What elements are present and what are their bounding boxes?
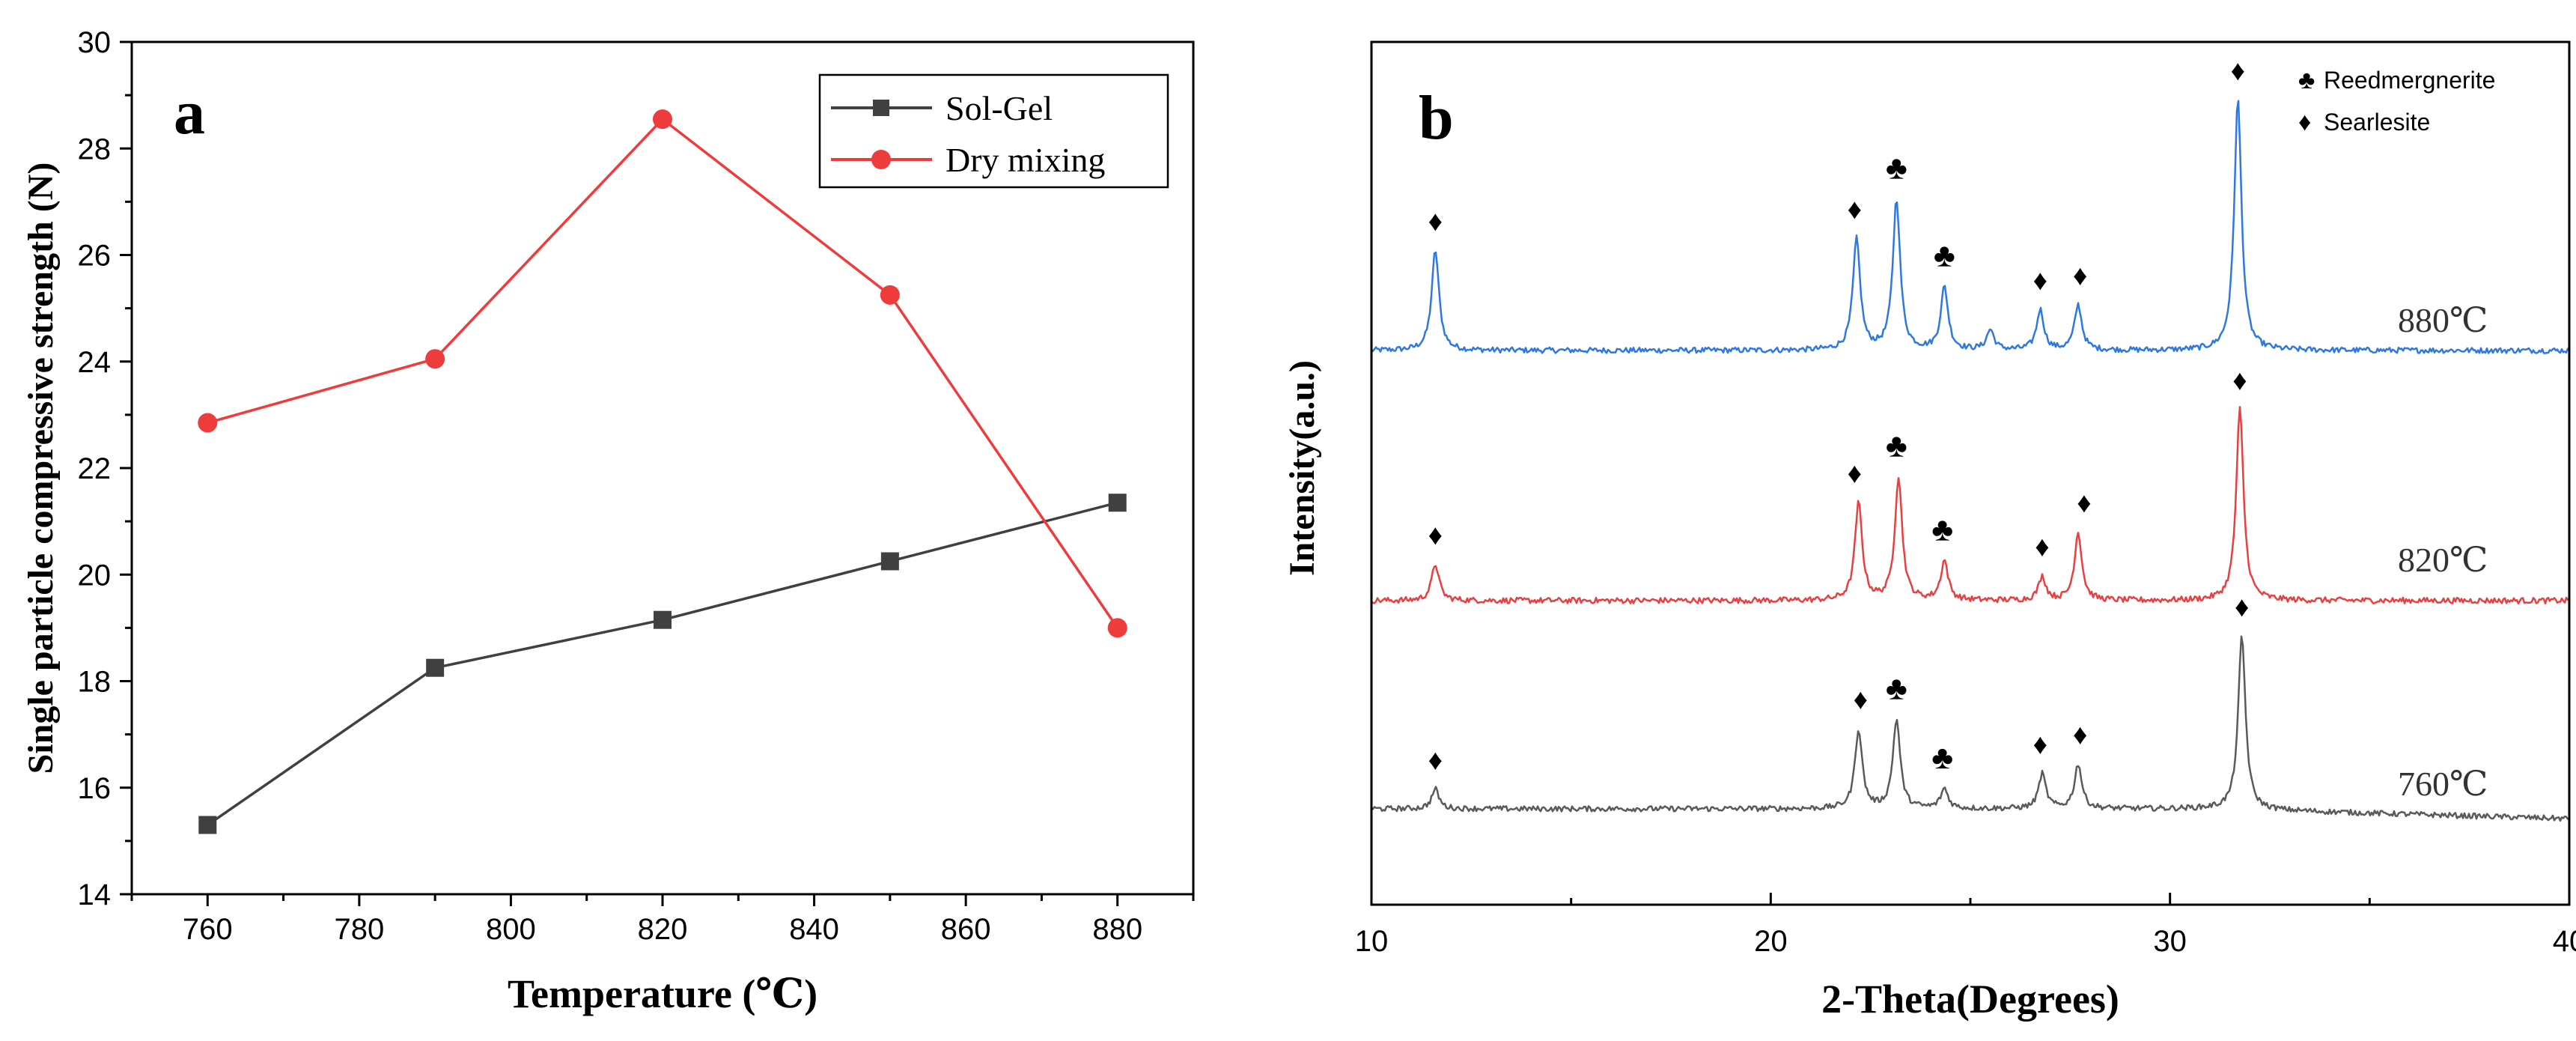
a-y-tick-label: 28: [78, 133, 112, 166]
legend-dry-marker: [871, 150, 891, 169]
b-searlesite-marker: ♦: [2073, 720, 2087, 751]
a-series-line-circle: [207, 117, 1119, 629]
a-y-tick-label: 18: [78, 666, 112, 699]
b-x-tick-label: 20: [1754, 925, 1788, 958]
b-x-tick-label: 30: [2153, 925, 2187, 958]
b-trace-2: [1371, 635, 2570, 822]
panel-b-label: b: [1419, 83, 1454, 153]
b-reedmergnerite-marker: ♣: [1931, 739, 1953, 776]
b-searlesite-marker: ♦: [2033, 265, 2047, 297]
panel-b-x-axis-label: 2-Theta(Degrees): [1821, 977, 2119, 1022]
panel-a-series: [198, 109, 1127, 834]
a-solgel-point: [1108, 494, 1127, 512]
a-y-tick-label: 14: [78, 878, 112, 911]
panel-a-ticks: 760 780 800 820 840 860 880 14 16 18 20 22 24 26 28 30: [78, 26, 1195, 946]
a-solgel-point: [880, 552, 899, 571]
a-x-tick-label: 800: [486, 913, 536, 946]
trace-label-820: 820℃: [2398, 541, 2488, 579]
a-series-line-square: [207, 501, 1118, 826]
legend-solgel-label: Sol-Gel: [946, 89, 1053, 127]
b-searlesite-marker: ♦: [2035, 532, 2049, 563]
legend-solgel-marker: [873, 100, 889, 116]
panel-a-legend: Sol-Gel Dry mixing: [818, 73, 1169, 189]
panel-b-legend: ♣ Reedmergnerite ♦ Searlesite: [2298, 66, 2495, 136]
legend-searl-symbol: ♦: [2298, 108, 2311, 136]
a-x-tick-label: 780: [334, 913, 384, 946]
a-x-tick-label: 820: [638, 913, 688, 946]
legend-reed-symbol: ♣: [2298, 66, 2315, 94]
b-trace-1: [1371, 406, 2570, 604]
b-x-tick-label: 40: [2553, 925, 2576, 958]
a-drymix-point: [880, 285, 900, 305]
panel-a-label: a: [174, 78, 205, 148]
panel-b-phase-markers: ♦ ♦ ♣ ♣ ♦ ♦ ♦ ♦ ♦ ♣ ♣ ♦ ♦ ♦ ♦ ♦ ♣ ♣ ♦ ♦ ♦: [1428, 55, 2250, 777]
b-x-tick-label: 10: [1355, 925, 1389, 958]
a-drymix-point: [1107, 618, 1127, 638]
panel-b-plot-frame: [1370, 40, 2571, 906]
b-reedmergnerite-marker: ♣: [1886, 149, 1907, 186]
a-x-tick-label: 760: [183, 913, 233, 946]
panel-a-x-axis-label: Temperature (℃): [508, 971, 817, 1016]
panel-b-y-axis-label: Intensity(a.u.): [1282, 360, 1322, 576]
a-x-tick-label: 840: [789, 913, 839, 946]
b-searlesite-marker: ♦: [2232, 365, 2247, 396]
panel-a-chart: 760 780 800 820 840 860 880141618202224262830 …: [21, 26, 1195, 1016]
a-y-tick-label: 30: [78, 26, 112, 59]
a-drymix-point: [653, 109, 672, 130]
b-reedmergnerite-marker: ♣: [1886, 670, 1907, 706]
b-searlesite-marker: ♦: [1428, 206, 1443, 237]
b-searlesite-marker: ♦: [1848, 194, 1862, 225]
a-y-tick-label: 26: [78, 240, 112, 273]
a-y-tick-label: 16: [78, 772, 112, 805]
b-searlesite-marker: ♦: [2077, 488, 2091, 519]
a-y-tick-label: 20: [78, 559, 112, 592]
a-x-tick-label: 860: [941, 913, 991, 946]
b-trace-0: [1371, 100, 2570, 354]
b-searlesite-marker: ♦: [1848, 458, 1862, 489]
trace-label-760: 760℃: [2398, 765, 2488, 803]
b-searlesite-marker: ♦: [2231, 55, 2245, 87]
b-searlesite-marker: ♦: [2235, 592, 2249, 623]
panel-b-ticks: 10 20 30 40: [1355, 893, 2576, 958]
b-reedmergnerite-marker: ♣: [1886, 427, 1907, 464]
b-reedmergnerite-marker: ♣: [1931, 511, 1953, 547]
a-solgel-point: [426, 658, 445, 677]
a-drymix-point: [198, 413, 218, 433]
b-searlesite-marker: ♦: [2033, 729, 2047, 761]
b-reedmergnerite-marker: ♣: [1934, 237, 1955, 274]
a-y-tick-label: 22: [78, 452, 112, 485]
legend-searl-label: Searlesite: [2324, 109, 2430, 136]
a-x-tick-label: 880: [1092, 913, 1142, 946]
legend-reed-label: Reedmergnerite: [2324, 67, 2495, 94]
panel-b-series: [1371, 100, 2570, 822]
a-drymix-point: [425, 349, 445, 369]
panel-b-chart: 10 20 30 40 ♦ ♦ ♣ ♣ ♦ ♦ ♦ ♦ ♦ ♣ ♣ ♦ ♦ ♦ ♦ ♦ ♣ ♣ ♦ ♦ ♦ b 2-Theta…: [1282, 40, 2576, 1022]
b-searlesite-marker: ♦: [2073, 260, 2087, 291]
trace-label-880: 880℃: [2398, 301, 2488, 339]
a-y-tick-label: 24: [78, 346, 112, 379]
a-solgel-point: [198, 816, 217, 834]
b-searlesite-marker: ♦: [1428, 520, 1443, 551]
b-searlesite-marker: ♦: [1854, 685, 1868, 716]
b-searlesite-marker: ♦: [1428, 745, 1443, 777]
panel-a-y-axis-label: Single particle compressive strength (N): [21, 163, 61, 774]
legend-dry-label: Dry mixing: [946, 141, 1105, 179]
a-solgel-point: [654, 610, 672, 629]
